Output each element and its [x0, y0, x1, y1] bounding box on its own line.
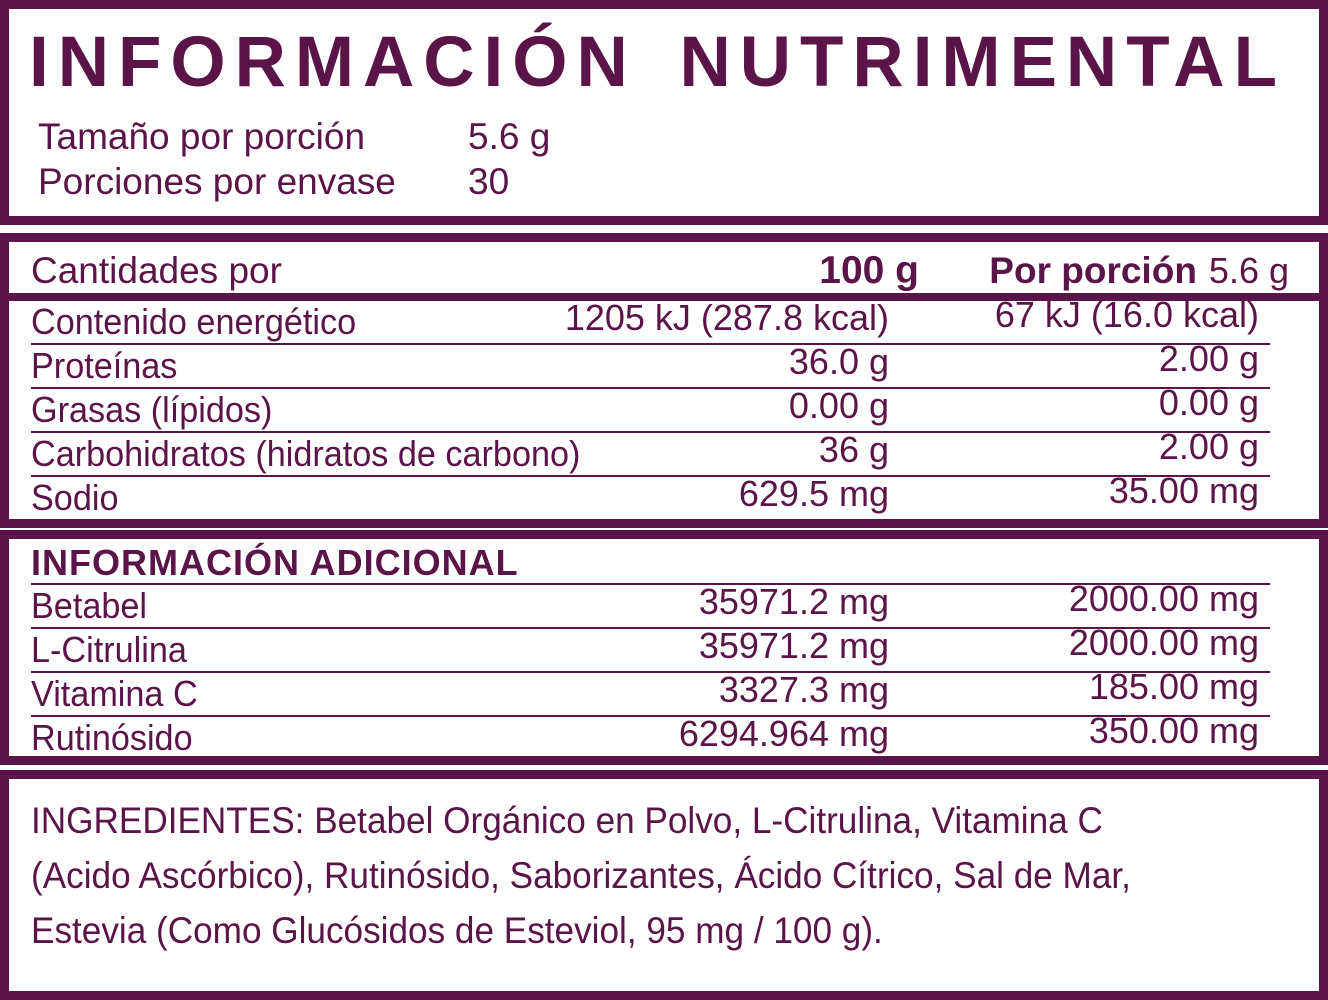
- nutrient-name: Sodio: [31, 477, 119, 518]
- table-row: Grasas (lípidos) 0.00 g 0.00 g: [31, 382, 1270, 433]
- additional-info-rows: Betabel 35971.2 mg 2000.00 mg L-Citrulin…: [9, 578, 1319, 758]
- table-row: Betabel 35971.2 mg 2000.00 mg: [31, 578, 1270, 629]
- per-100g-value: 6294.964 mg: [678, 713, 889, 754]
- table-row: L-Citrulina 35971.2 mg 2000.00 mg: [31, 622, 1270, 673]
- nutrient-name: Carbohidratos (hidratos de carbono): [31, 433, 581, 474]
- serving-size-label: Tamaño por porción: [38, 116, 366, 157]
- servings-per-container-value: 30: [468, 161, 510, 202]
- nutrition-rows: Contenido energético 1205 kJ (287.8 kcal…: [9, 294, 1319, 519]
- per-portion-label: Por porción: [989, 249, 1197, 291]
- table-row: Vitamina C 3327.3 mg 185.00 mg: [31, 666, 1270, 717]
- per-portion-value: 350.00 mg: [1088, 710, 1259, 751]
- per-portion-value: 2.00 g: [1158, 426, 1259, 467]
- table-row: Carbohidratos (hidratos de carbono) 36 g…: [31, 426, 1270, 477]
- nutrient-name: Contenido energético: [31, 301, 357, 342]
- amounts-per-label: Cantidades por: [31, 249, 282, 291]
- per-100g-value: 36.0 g: [788, 341, 889, 382]
- additional-info-title-row: INFORMACIÓN ADICIONAL: [31, 539, 1270, 585]
- per-100g-value: 629.5 mg: [738, 473, 889, 514]
- additional-info-title: INFORMACIÓN ADICIONAL: [31, 542, 519, 583]
- ingredient-name: Rutinósido: [31, 717, 193, 758]
- per-portion-value: 0.00 g: [1158, 382, 1259, 423]
- per-portion-value: 2000.00 mg: [1068, 622, 1259, 663]
- page-title: INFORMACIÓN NUTRIMENTAL: [29, 23, 1286, 102]
- per-100g-value: 3327.3 mg: [718, 669, 889, 710]
- serving-size-value: 5.6 g: [468, 116, 551, 157]
- ingredients-text-line: INGREDIENTES: Betabel Orgánico en Polvo,…: [31, 800, 1103, 841]
- per-portion-column-header: Por porción 5.6 g: [919, 250, 1289, 292]
- ingredient-name: Vitamina C: [31, 673, 198, 714]
- servings-per-container-label: Porciones por envase: [38, 161, 396, 202]
- per-portion-value: 2000.00 mg: [1068, 578, 1259, 619]
- ingredients-text-line: (Acido Ascórbico), Rutinósido, Saborizan…: [31, 855, 1131, 896]
- per-portion-value: 185.00 mg: [1088, 666, 1259, 707]
- per-100g-value: 1205 kJ (287.8 kcal): [564, 297, 889, 338]
- nutrition-facts-box: Cantidades por 100 g Por porción 5.6 g C…: [0, 233, 1328, 528]
- per-100g-value: 35971.2 mg: [698, 581, 889, 622]
- per-100g-value: 36 g: [818, 429, 889, 470]
- additional-info-box: INFORMACIÓN ADICIONAL Betabel 35971.2 mg…: [0, 530, 1328, 765]
- header-box: INFORMACIÓN NUTRIMENTAL Tamaño por porci…: [0, 0, 1328, 225]
- ingredients-text-line: Estevia (Como Glucósidos de Esteviol, 95…: [31, 910, 883, 951]
- per-portion-value: 2.00 g: [1158, 338, 1259, 379]
- table-row: Contenido energético 1205 kJ (287.8 kcal…: [31, 294, 1270, 345]
- per-100g-value: 0.00 g: [788, 385, 889, 426]
- nutrient-name: Proteínas: [31, 345, 178, 386]
- per-100g-column-header: 100 g: [819, 248, 919, 292]
- ingredients-box: INGREDIENTES: Betabel Orgánico en Polvo,…: [0, 770, 1328, 1000]
- table-row: Proteínas 36.0 g 2.00 g: [31, 338, 1270, 389]
- table-row: Rutinósido 6294.964 mg 350.00 mg: [31, 710, 1270, 758]
- serving-size-row: Tamaño por porción 5.6 g: [38, 114, 1319, 159]
- per-portion-size: 5.6 g: [1208, 249, 1289, 291]
- ingredient-name: L-Citrulina: [31, 629, 187, 670]
- per-100g-value: 35971.2 mg: [698, 625, 889, 666]
- per-portion-value: 35.00 mg: [1108, 470, 1259, 511]
- serving-info: Tamaño por porción 5.6 g Porciones por e…: [38, 114, 1319, 204]
- amounts-header-row: Cantidades por 100 g Por porción 5.6 g: [9, 242, 1319, 301]
- per-portion-value: 67 kJ (16.0 kcal): [994, 294, 1259, 335]
- ingredient-name: Betabel: [31, 585, 148, 626]
- servings-per-container-row: Porciones por envase 30: [38, 159, 1319, 204]
- table-row: Sodio 629.5 mg 35.00 mg: [31, 470, 1270, 519]
- nutrient-name: Grasas (lípidos): [31, 389, 273, 430]
